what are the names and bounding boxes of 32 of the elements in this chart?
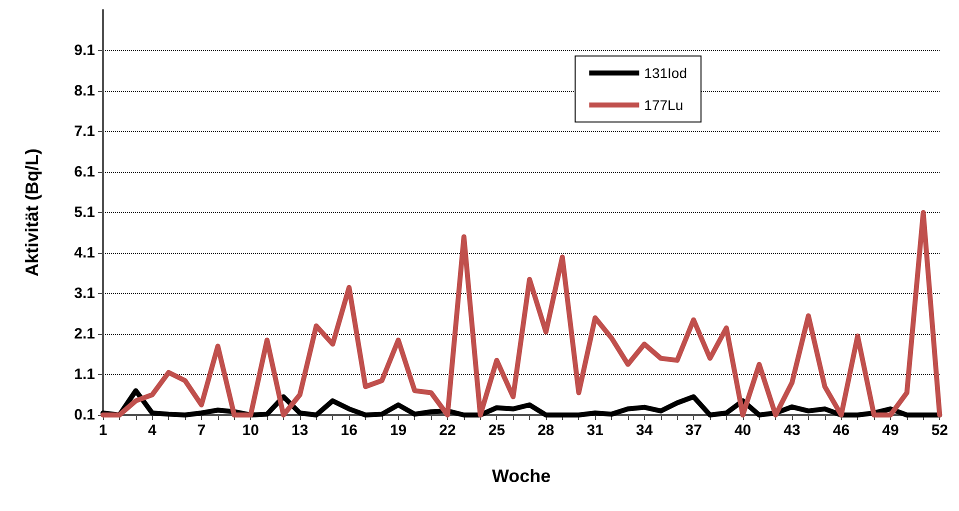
x-tick-label: 25 <box>488 422 506 439</box>
x-tick-label: 34 <box>636 422 654 439</box>
x-tick-label: 49 <box>882 422 899 439</box>
y-tick-label: 0.1 <box>74 406 95 424</box>
legend-label: 177Lu <box>644 97 684 113</box>
x-tick-label: 37 <box>685 422 702 439</box>
x-tick-label: 4 <box>148 422 158 439</box>
x-tick-label: 43 <box>784 422 800 439</box>
x-tick-label: 19 <box>390 422 407 439</box>
x-tick-label: 10 <box>242 422 259 439</box>
x-tick-label: 52 <box>931 422 948 439</box>
x-tick-label: 13 <box>292 422 308 439</box>
x-tick-label: 31 <box>586 422 604 439</box>
y-tick-label: 5.1 <box>74 204 95 221</box>
y-tick-label: 6.1 <box>74 164 95 180</box>
y-axis-title: Aktivität (Bq/L) <box>22 148 42 276</box>
x-tick-label: 28 <box>538 422 554 439</box>
y-tick-label: 9.1 <box>74 42 95 59</box>
y-tick-label: 1.1 <box>74 366 95 383</box>
x-axis-title: Woche <box>492 466 551 486</box>
x-tick-label: 40 <box>734 422 752 439</box>
y-tick-label: 7.1 <box>74 123 95 140</box>
y-tick-label: 3.1 <box>74 285 95 302</box>
x-tick-label: 7 <box>197 422 206 439</box>
x-tick-label: 46 <box>832 422 850 439</box>
y-tick-label: 2.1 <box>74 326 95 342</box>
y-tick-label: 4.1 <box>74 244 95 262</box>
x-tick-label: 22 <box>439 422 456 439</box>
x-tick-label: 1 <box>98 422 108 439</box>
x-tick-label: 16 <box>340 422 358 439</box>
y-tick-label: 8.1 <box>74 82 95 100</box>
legend-label: 131Iod <box>644 65 688 81</box>
